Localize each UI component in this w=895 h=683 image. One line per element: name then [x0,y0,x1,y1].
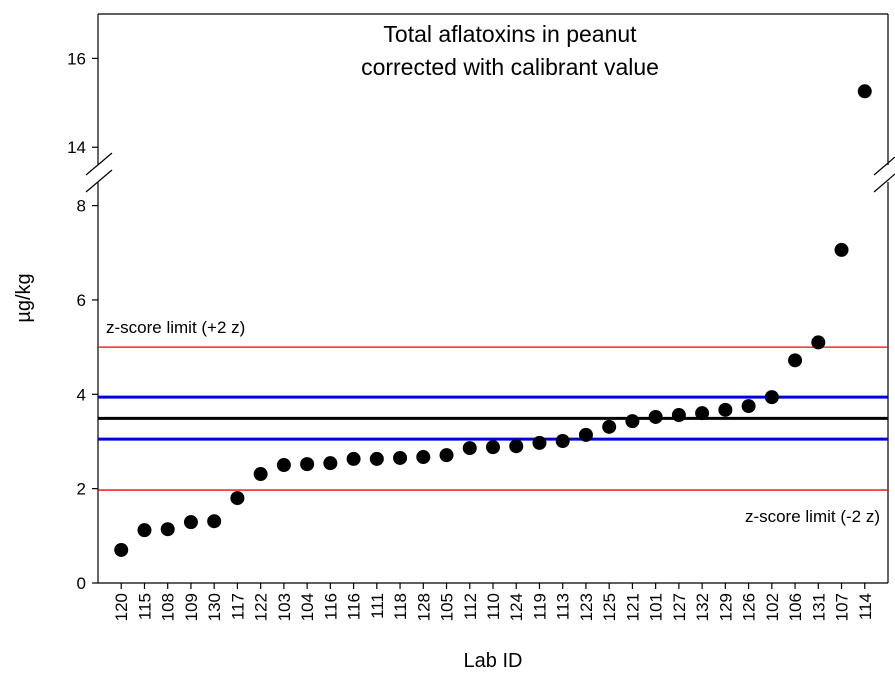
x-tick-label: 127 [670,593,689,621]
y-tick-label: 16 [67,49,86,68]
data-point [276,458,291,473]
data-point [625,414,640,429]
x-tick-label: 102 [763,593,782,621]
data-point [486,440,500,455]
data-point [114,542,129,557]
y-tick-label: 4 [77,385,86,404]
data-point [160,522,175,537]
data-point [834,242,849,257]
data-point [137,523,152,538]
x-tick-label: 115 [135,593,154,620]
x-tick-label: 109 [182,593,201,621]
data-point [393,450,408,465]
y-tick-label: 14 [67,138,86,157]
break-mark [873,156,895,176]
data-point [462,441,477,456]
data-point [207,514,222,529]
data-point [532,435,547,450]
data-point [253,467,268,482]
data-point [323,456,338,471]
y-tick-label: 8 [77,197,86,216]
x-tick-label: 122 [252,593,271,621]
x-tick-label: 124 [507,593,526,621]
data-point [648,409,663,424]
data-point [764,390,779,405]
data-point [300,457,315,472]
data-point [718,402,733,417]
data-point [555,433,570,448]
x-tick-label: 106 [786,593,805,621]
y-tick-label: 0 [77,574,86,593]
data-point [416,450,431,465]
x-tick-label: 129 [716,593,735,621]
chart-title: Total aflatoxins in peanut [383,21,637,47]
x-tick-label: 112 [461,593,480,620]
data-point [811,335,826,350]
reference-label: z-score limit (+2 z) [106,318,245,337]
break-mark [85,169,113,193]
x-tick-label: 119 [530,593,549,620]
x-tick-label: 108 [159,593,178,621]
x-tick-label: 132 [693,593,712,621]
data-point [695,406,710,421]
data-point [602,419,617,434]
x-tick-label: 113 [554,593,573,620]
y-tick-label: 6 [77,291,86,310]
x-tick-label: 116 [321,593,340,620]
x-tick-label: 116 [345,593,364,620]
data-point [346,451,361,466]
y-tick-label: 2 [77,480,86,499]
data-point [578,427,593,442]
data-point [788,353,803,368]
data-point [741,399,756,414]
x-tick-label: 123 [577,593,596,621]
axis-frame [85,13,895,584]
data-point [857,84,872,99]
x-tick-label: 104 [298,593,317,621]
x-tick-label: 114 [856,593,875,620]
x-tick-label: 118 [391,593,410,620]
data-point [230,491,245,506]
x-tick-label: 107 [833,593,852,621]
x-axis-title: Lab ID [464,650,523,672]
x-tick-label: 111 [368,593,387,619]
break-mark [873,173,895,193]
x-tick-label: 126 [740,593,759,621]
chart-title: corrected with calibrant value [361,54,659,80]
x-tick-label: 117 [228,593,247,620]
x-tick-label: 103 [275,593,294,621]
x-tick-label: 105 [438,593,457,621]
y-axis-title: µg/kg [13,273,35,322]
data-point [509,439,524,454]
data-point [183,515,198,530]
x-tick-label: 130 [205,593,224,621]
x-tick-label: 101 [647,593,666,621]
reference-label: z-score limit (-2 z) [745,507,880,526]
x-tick-label: 128 [414,593,433,621]
x-tick-label: 121 [623,593,642,621]
x-tick-label: 120 [112,593,131,621]
x-tick-label: 110 [484,593,503,620]
break-mark [85,152,113,176]
x-tick-label: 131 [809,593,828,621]
x-tick-label: 125 [600,593,619,621]
data-point [369,451,384,466]
data-point [439,448,454,463]
data-point [671,408,686,423]
